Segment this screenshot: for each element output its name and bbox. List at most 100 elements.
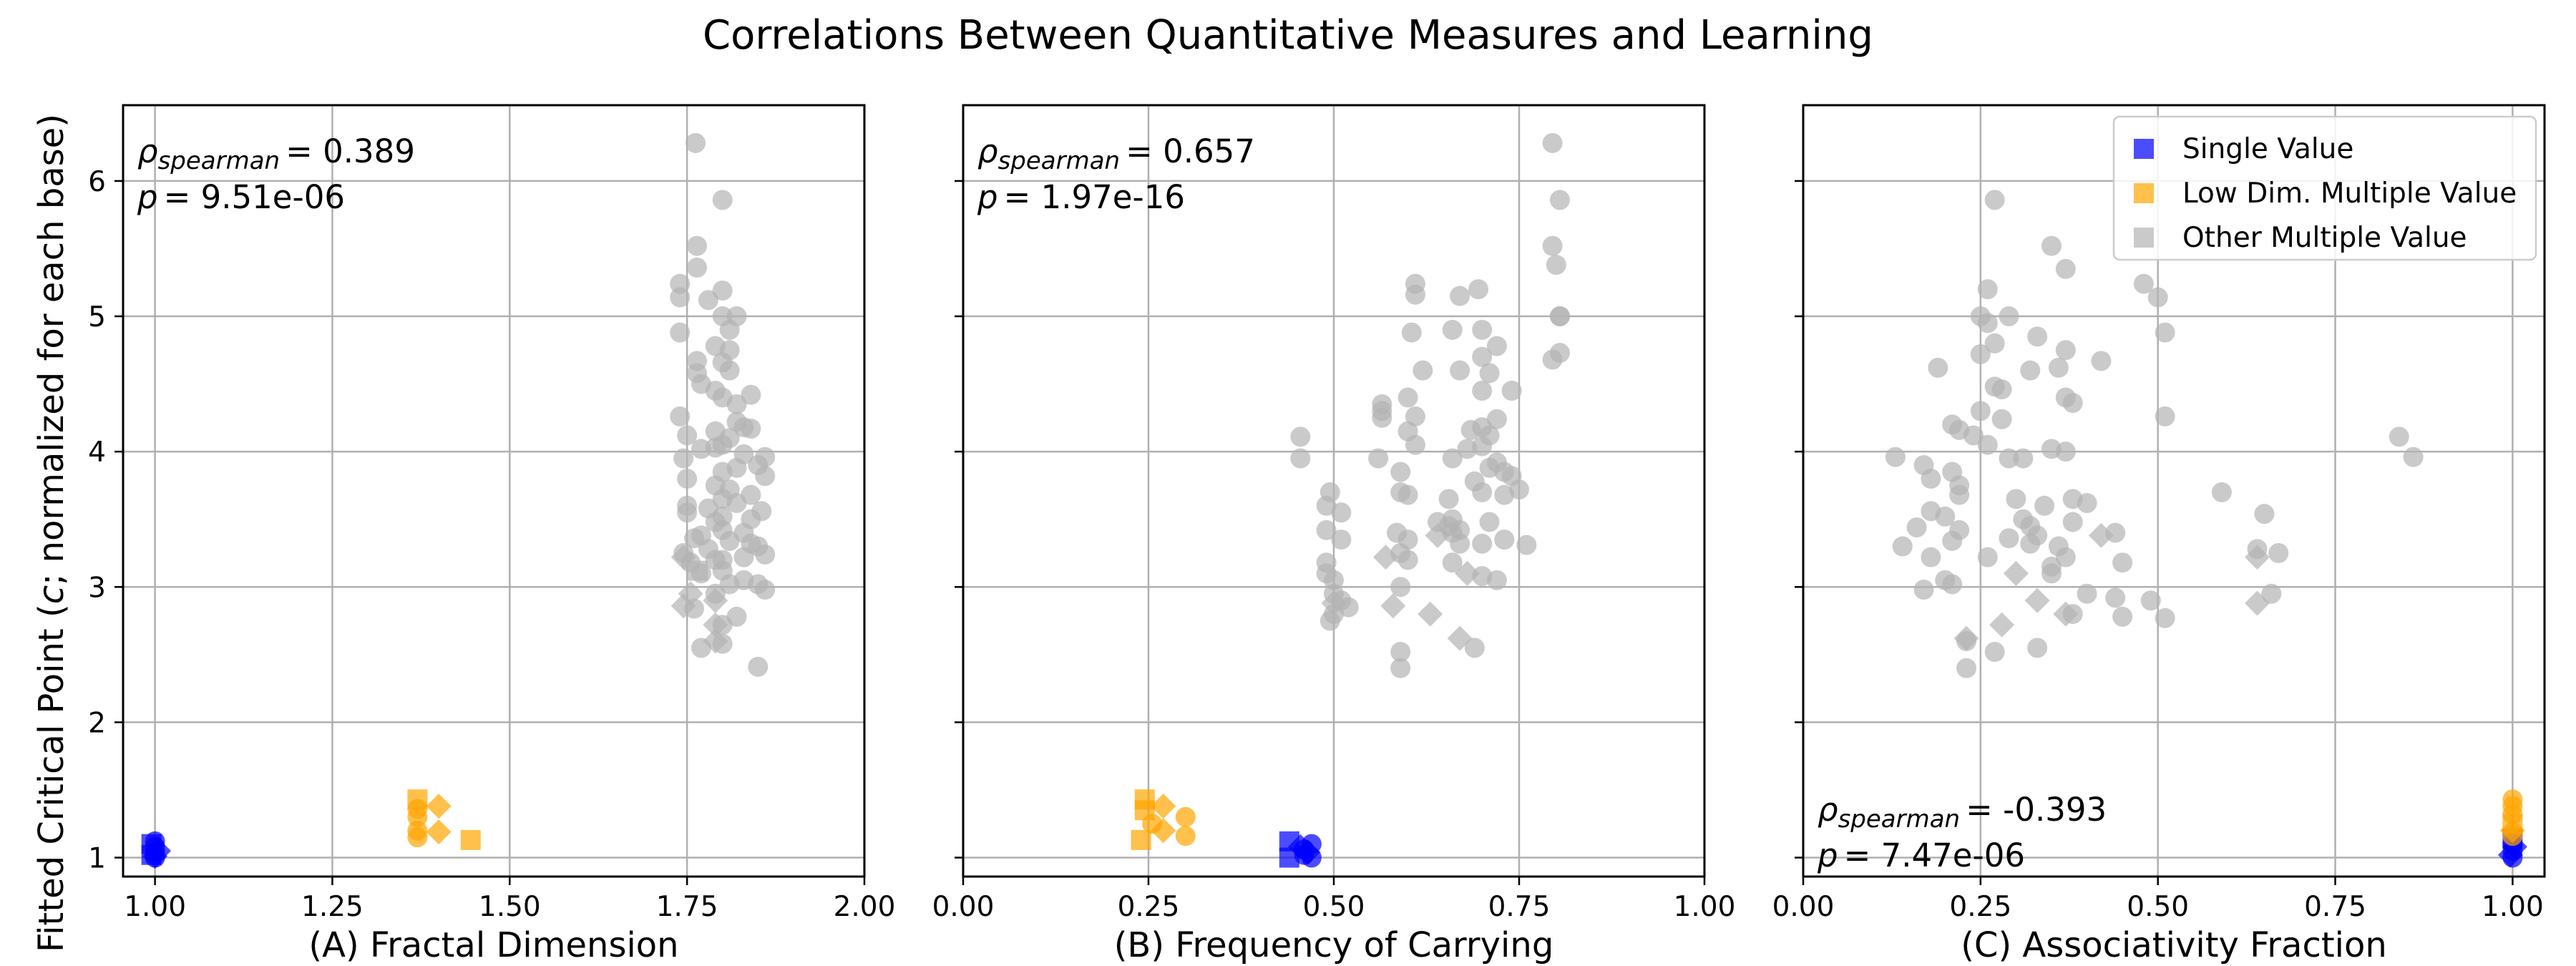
data-point: [2254, 504, 2275, 525]
p-value-symbol: p: [977, 178, 998, 216]
x-tick-label: 1.25: [301, 891, 364, 923]
data-point: [2041, 563, 2062, 584]
p-value-symbol: p: [1817, 836, 1838, 874]
data-point: [2088, 522, 2114, 548]
data-point: [1516, 535, 1537, 555]
legend-swatch: [2134, 139, 2154, 159]
y-axis-label-before: Fitted Critical Point (: [31, 604, 72, 952]
data-point: [1991, 409, 2012, 429]
spearman-rho-subscript: spearman: [158, 147, 280, 175]
data-point: [1405, 434, 1425, 455]
data-point: [1549, 306, 1570, 327]
data-point: [1977, 313, 1998, 333]
data-point: [1472, 482, 1493, 502]
y-tick-label: 2: [88, 707, 106, 739]
x-tick-label: 0.50: [2127, 891, 2189, 923]
x-tick-label: 0.25: [1949, 891, 2011, 923]
data-point: [426, 819, 452, 845]
data-point: [2140, 590, 2161, 611]
data-point: [1390, 642, 1411, 663]
data-point: [1472, 533, 1493, 554]
x-tick-label: 1.00: [2482, 891, 2544, 923]
p-value: p = 7.47e-06: [1817, 836, 2025, 874]
x-tick-label: 1.00: [124, 891, 186, 923]
data-point: [1542, 235, 1563, 256]
data-point: [1290, 448, 1311, 469]
data-point: [2105, 587, 2126, 608]
data-point: [687, 235, 708, 256]
data-point: [1131, 829, 1151, 850]
data-point: [2502, 826, 2523, 847]
spearman-rho: ρspearman = 0.657: [977, 132, 1255, 175]
data-point: [1331, 502, 1352, 523]
data-point: [1953, 625, 1979, 651]
x-tick-label: 0.25: [1118, 891, 1180, 923]
x-axis-label: (C) Associativity Fraction: [1961, 925, 2387, 965]
data-point: [1457, 439, 1478, 459]
data-point: [1977, 279, 1998, 300]
data-point: [1906, 517, 1927, 538]
data-point: [1331, 530, 1352, 550]
data-point: [1949, 484, 1970, 505]
data-point: [719, 574, 740, 595]
data-point: [1913, 580, 1934, 600]
data-point: [1464, 638, 1485, 658]
data-point: [687, 257, 708, 278]
data-point: [1372, 407, 1392, 428]
y-tick-label: 3: [88, 572, 106, 604]
data-point: [678, 581, 703, 607]
data-point: [1442, 319, 1463, 340]
data-point: [1984, 642, 2005, 663]
spearman-rho-symbol: ρ: [1818, 791, 1838, 829]
data-point: [741, 419, 761, 439]
p-value: p = 9.51e-06: [137, 178, 345, 216]
data-point: [677, 502, 698, 523]
data-point: [1549, 190, 1570, 210]
series-low-dim: [407, 789, 481, 850]
data-point: [2027, 638, 2048, 658]
series-single: [1279, 831, 1322, 868]
data-point: [2244, 590, 2270, 616]
data-point: [460, 829, 481, 850]
x-tick-label: 0.75: [1488, 891, 1551, 923]
data-point: [1486, 409, 1507, 429]
data-point: [1977, 547, 1998, 567]
p-value-symbol: p: [137, 178, 158, 216]
panel-c: 0.00 0.25 0.50 0.75 1.00 (C) Associativity Fr…: [1772, 104, 2546, 965]
data-point: [1501, 381, 1522, 401]
data-point: [719, 530, 740, 551]
data-point: [1984, 190, 2005, 210]
data-point: [1921, 468, 1941, 489]
data-point: [1390, 658, 1411, 678]
data-point: [2147, 287, 2168, 308]
data-point: [2403, 447, 2424, 467]
data-point: [2077, 583, 2097, 604]
data-point: [1450, 360, 1470, 381]
spearman-rho: ρspearman = 0.389: [137, 132, 415, 175]
data-point: [755, 466, 776, 487]
data-point: [1442, 448, 1463, 469]
data-point: [703, 587, 728, 613]
data-point: [2055, 258, 2076, 279]
data-point: [748, 656, 769, 677]
data-point: [741, 384, 761, 405]
data-point: [1991, 379, 2012, 400]
data-point: [719, 360, 740, 381]
data-point: [1413, 360, 1433, 381]
data-point: [1935, 506, 1956, 527]
data-point: [1942, 530, 1963, 551]
data-point: [407, 789, 428, 810]
data-point: [2055, 547, 2076, 567]
data-point: [1479, 363, 1500, 384]
data-point: [686, 132, 706, 153]
legend-label: Single Value: [2182, 133, 2353, 165]
data-point: [1472, 436, 1493, 457]
data-point: [2024, 587, 2050, 613]
data-point: [1542, 132, 1563, 153]
data-point: [1472, 346, 1493, 367]
data-point: [2062, 393, 2083, 414]
data-point: [670, 406, 691, 426]
data-point: [1892, 536, 1913, 557]
y-tick-label: 4: [88, 436, 106, 469]
